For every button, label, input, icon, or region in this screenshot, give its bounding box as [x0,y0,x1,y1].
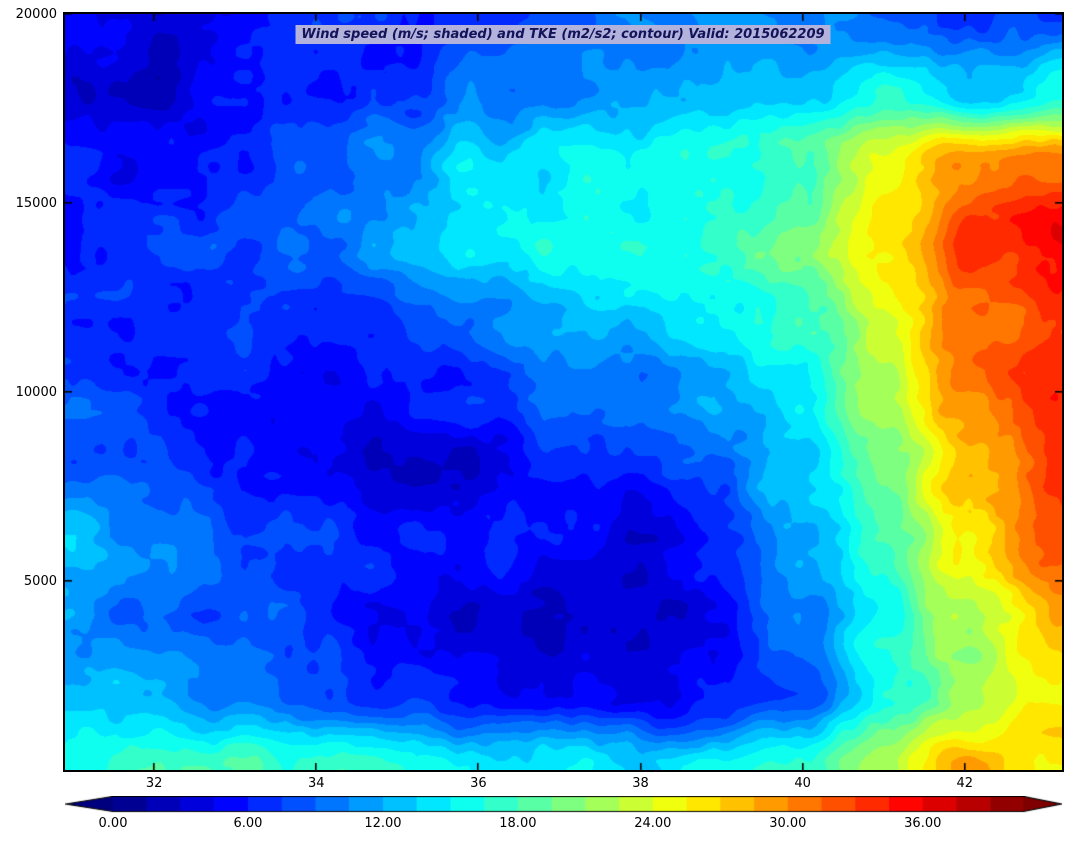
colorbar-tick-label: 6.00 [233,816,263,831]
y-tick-label: 20000 [15,7,57,22]
colorbar-tick-label: 18.00 [499,816,537,831]
contour-field-canvas [65,14,1062,770]
x-tick-label: 42 [956,776,973,791]
plot-title: Wind speed (m/s; shaded) and TKE (m2/s2;… [295,25,831,44]
colorbar-tick-label: 0.00 [98,816,128,831]
x-tick-label: 32 [145,776,163,791]
colorbar [65,796,1062,813]
colorbar-tick-label: 24.00 [634,816,672,831]
x-tick-label: 38 [632,776,649,791]
colorbar-tick-label: 36.00 [904,816,942,831]
colorbar-tick-label: 12.00 [364,816,402,831]
x-tick-label: 40 [794,776,811,791]
y-tick-label: 5000 [23,574,57,589]
colorbar-tick-label: 30.00 [769,816,807,831]
y-tick-label: 15000 [15,196,57,211]
plot-area [63,12,1064,772]
x-tick-label: 34 [307,776,325,791]
x-tick-label: 36 [470,776,487,791]
y-tick-label: 10000 [15,385,57,400]
